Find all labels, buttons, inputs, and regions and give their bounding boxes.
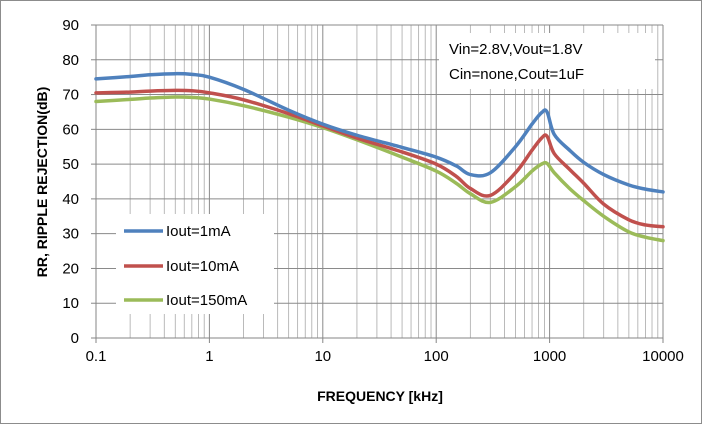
series-line-iout-10ma xyxy=(94,88,665,229)
y-tick-label: 80 xyxy=(62,52,79,69)
legend: Iout=1mA Iout=10mA Iout=150mA xyxy=(116,214,274,314)
legend-item-iout-1ma: Iout=1mA xyxy=(124,223,231,240)
x-tick-label: 1000 xyxy=(533,348,566,365)
x-tick-label: 100 xyxy=(424,348,449,365)
series-line-iout-150ma xyxy=(94,95,665,243)
annotation-line-1: Vin=2.8V,Vout=1.8V xyxy=(449,41,582,58)
condition-annotation: Vin=2.8V,Vout=1.8V Cin=none,Cout=1uF xyxy=(439,33,655,89)
annotation-line-2: Cin=none,Cout=1uF xyxy=(449,66,584,83)
axis-layer: 0 10 20 30 40 50 60 70 80 90 0.1 1 10 100 1000 10000 xyxy=(62,17,684,365)
y-tick-label: 0 xyxy=(71,330,79,347)
y-tick-label: 10 xyxy=(62,295,79,312)
y-tick-label: 90 xyxy=(62,17,79,34)
y-axis-title: RR, RIPPLE REJECTION(dB) xyxy=(34,87,50,278)
y-tick-label: 30 xyxy=(62,226,79,243)
y-tick-label: 20 xyxy=(62,260,79,277)
x-tick-label: 0.1 xyxy=(86,348,107,365)
legend-label-10ma: Iout=10mA xyxy=(166,258,239,275)
y-tick-label: 50 xyxy=(62,156,79,173)
x-tick-label: 10000 xyxy=(642,348,684,365)
x-axis-title: FREQUENCY [kHz] xyxy=(317,388,443,404)
series-layer xyxy=(94,71,665,243)
legend-label-1ma: Iout=1mA xyxy=(166,223,231,240)
x-tick-label: 1 xyxy=(205,348,213,365)
y-tick-label: 40 xyxy=(62,191,79,208)
legend-item-iout-10ma: Iout=10mA xyxy=(124,258,239,275)
series-line-iout-1ma xyxy=(94,71,665,194)
y-tick-label: 60 xyxy=(62,121,79,138)
legend-label-150ma: Iout=150mA xyxy=(166,292,247,309)
legend-item-iout-150ma: Iout=150mA xyxy=(124,292,247,309)
x-tick-label: 10 xyxy=(314,348,331,365)
y-tick-label: 70 xyxy=(62,87,79,104)
